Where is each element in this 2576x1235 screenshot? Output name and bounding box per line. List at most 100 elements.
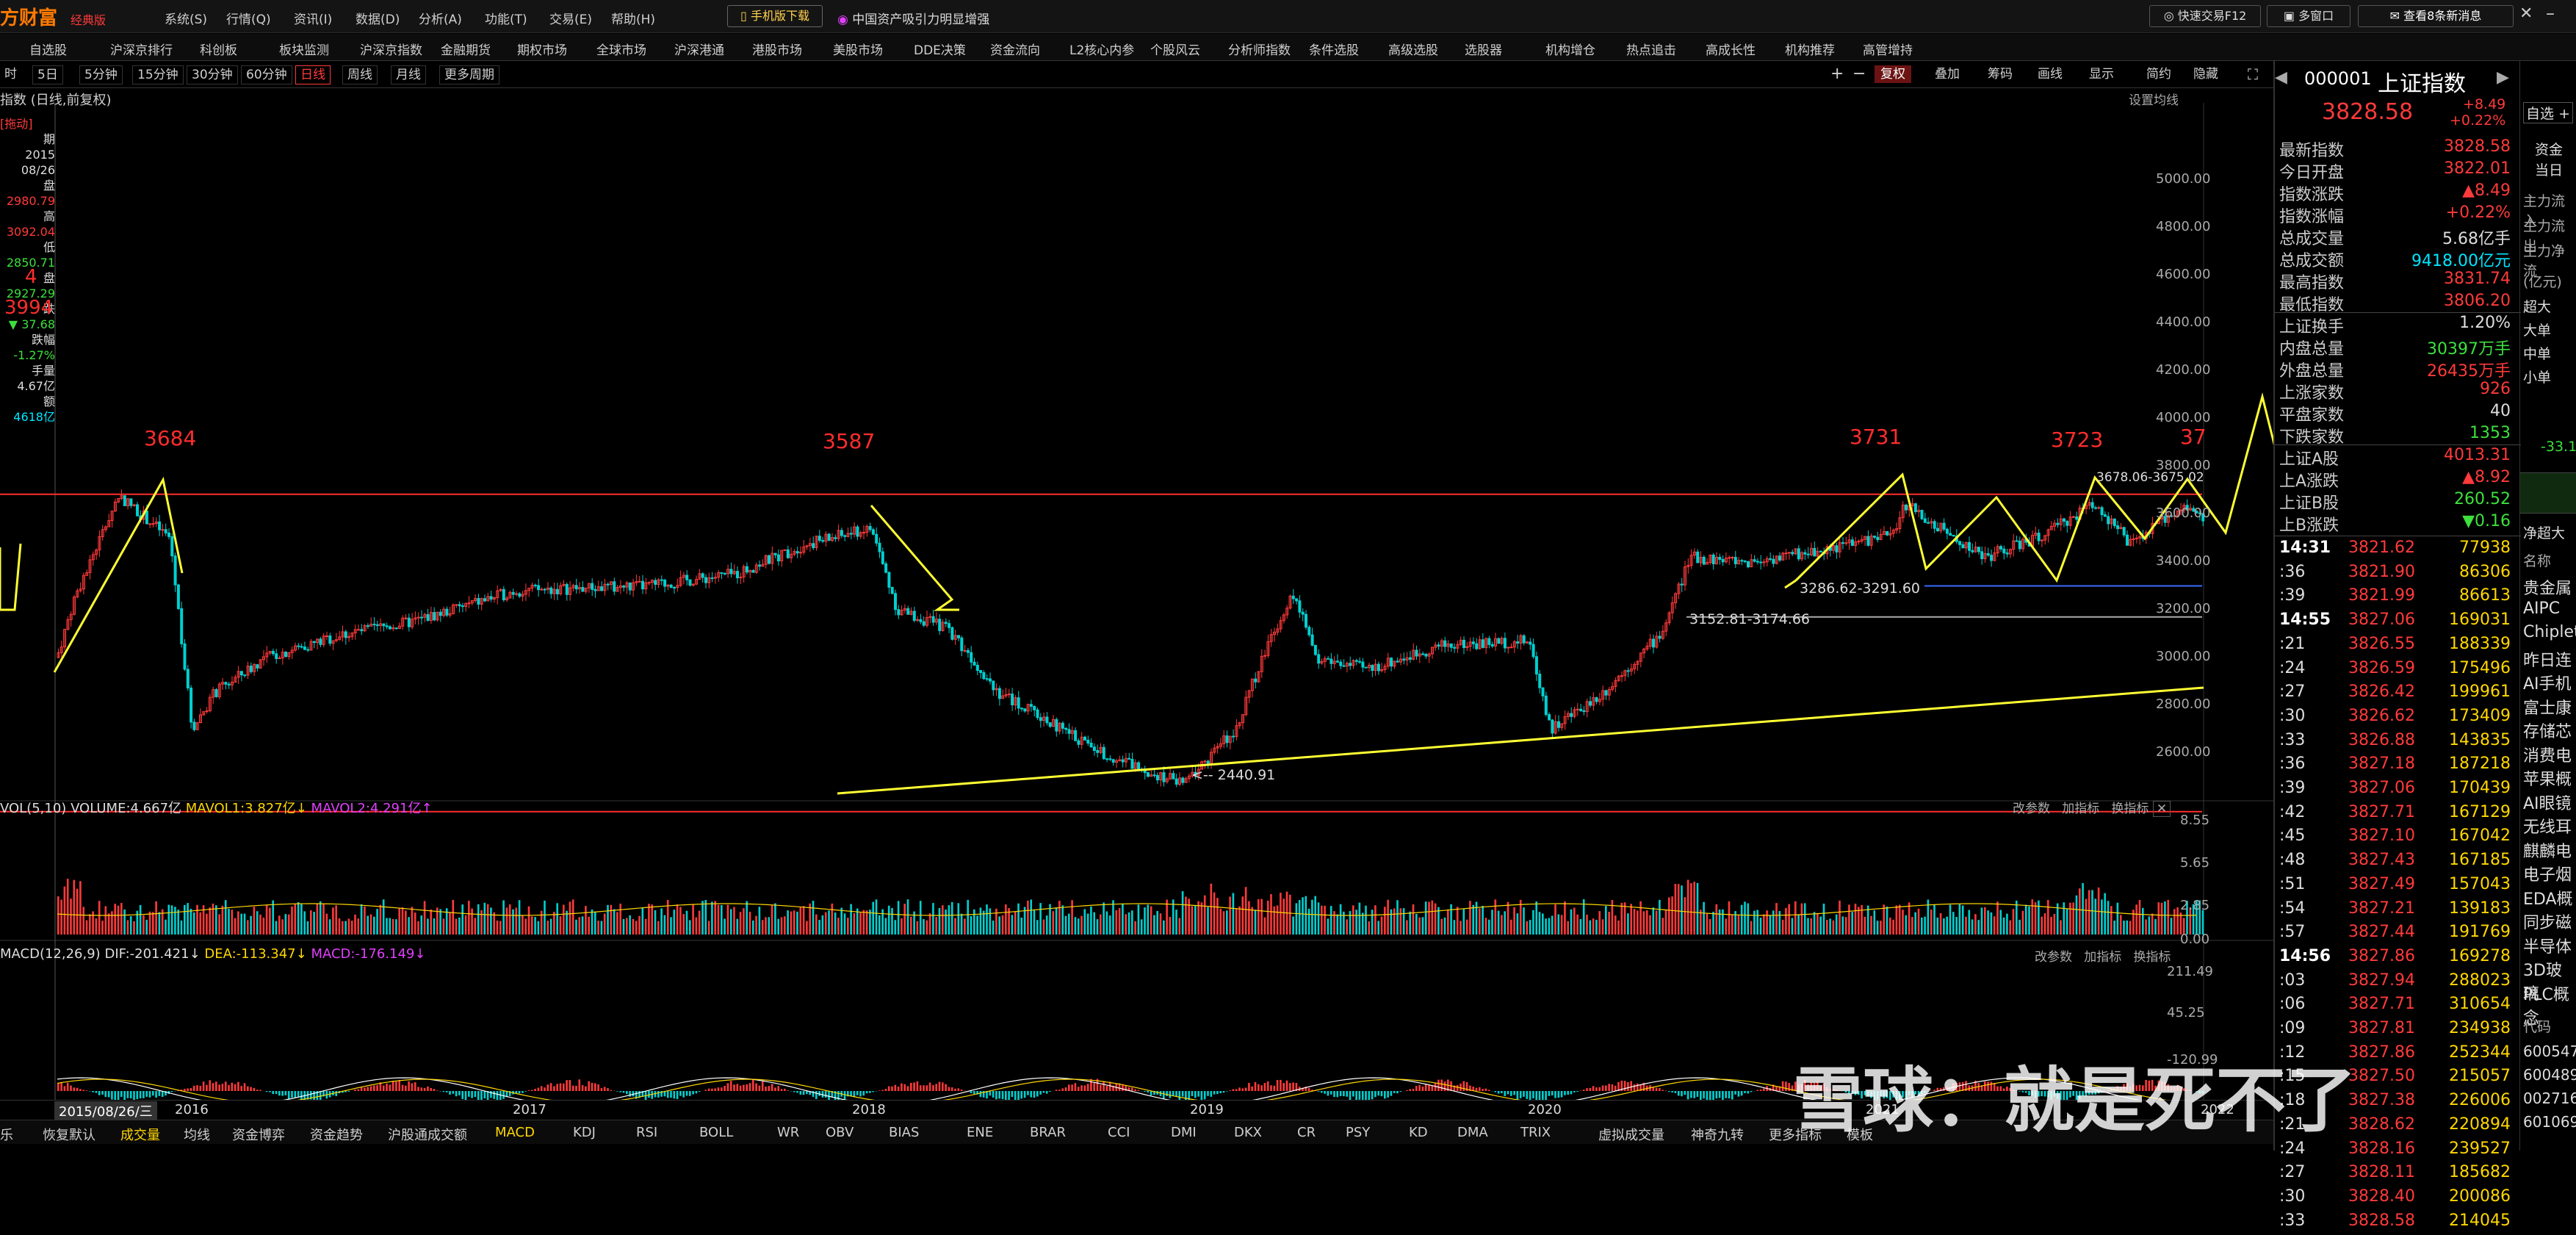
period-timeshare[interactable]: 时 [0,65,21,83]
indicator-tab[interactable]: 资金趋势 [310,1125,363,1144]
indicator-tab[interactable]: 沪股通成交额 [388,1125,467,1144]
indicator-tab[interactable]: BOLL [699,1125,733,1140]
prev-stock-icon[interactable]: ◀ [2275,68,2287,87]
sector-name[interactable]: 同步磁 [2523,910,2572,933]
wave-line[interactable] [0,544,21,610]
nav-item-advanced[interactable]: 高级选股 [1388,40,1438,58]
menu-data[interactable]: 数据(D) [356,9,400,27]
mobile-download-button[interactable]: ▯ 手机版下载 [727,5,823,27]
trend-line[interactable] [837,688,2204,793]
indicator-tab[interactable]: 乐 [0,1125,13,1144]
hide-button[interactable]: 隐藏 [2187,65,2224,83]
nav-item-screener[interactable]: 选股器 [1465,40,1502,58]
sector-name[interactable]: 无线耳 [2523,814,2572,838]
sector-name[interactable]: 消费电 [2523,743,2572,766]
simple-button[interactable]: 简约 [2140,65,2177,83]
nav-item-dde[interactable]: DDE决策 [914,40,966,58]
menu-quote[interactable]: 行情(Q) [226,9,271,27]
nav-item-star-market[interactable]: 科创板 [200,40,237,58]
nav-item-ranking[interactable]: 沪深京排行 [110,40,173,58]
nav-item-global[interactable]: 全球市场 [596,40,646,58]
nav-item-options[interactable]: 期权市场 [517,40,567,58]
indicator-tab[interactable]: ENE [967,1125,993,1140]
period-5min[interactable]: 5分钟 [79,65,123,84]
nav-item-condition[interactable]: 条件选股 [1309,40,1359,58]
tab-today[interactable]: 当日 [2535,159,2563,179]
quick-trade-button[interactable]: ◎ 快速交易F12 [2149,5,2261,27]
sector-name[interactable]: EDA概 [2523,886,2573,910]
indicator-tab[interactable]: PSY [1346,1125,1370,1140]
nav-item-futures[interactable]: 金融期货 [441,40,491,58]
nav-item-us[interactable]: 美股市场 [833,40,883,58]
menu-news[interactable]: 资讯(I) [294,9,332,27]
display-button[interactable]: 显示 [2083,65,2120,83]
nav-item-l2[interactable]: L2核心内参 [1069,40,1134,58]
draw-line-button[interactable]: 画线 [2032,65,2068,83]
sector-name[interactable]: 昨日连 [2523,647,2572,671]
sector-code[interactable]: 600547 [2523,1043,2576,1060]
promo-link[interactable]: ◉ 中国资产吸引力明显增强 [837,9,989,27]
period-weekly[interactable]: 周线 [342,65,378,84]
indicator-tab[interactable]: RSI [636,1125,657,1140]
sector-name[interactable]: 麒麟电 [2523,838,2572,862]
nav-item-exec-buy[interactable]: 高管增持 [1863,40,1913,58]
indicator-tab[interactable]: KDJ [573,1125,596,1140]
nav-item-inst-rec[interactable]: 机构推荐 [1785,40,1835,58]
wave-line[interactable] [54,480,182,672]
nav-item-analyst[interactable]: 分析师指数 [1228,40,1291,58]
next-stock-icon[interactable]: ▶ [2497,68,2509,87]
tab-fund[interactable]: 资金 [2535,139,2563,159]
menu-help[interactable]: 帮助(H) [611,9,655,27]
period-15min[interactable]: 15分钟 [132,65,184,84]
nav-item-fund-flow[interactable]: 资金流向 [990,40,1040,58]
nav-item-growth[interactable]: 高成长性 [1706,40,1756,58]
period-daily[interactable]: 日线 [295,65,331,84]
vol-add-indicator[interactable]: 加指标 [2062,802,2099,816]
chips-button[interactable]: 筹码 [1982,65,2018,83]
menu-function[interactable]: 功能(T) [485,9,527,27]
nav-item-inst-add[interactable]: 机构增仓 [1545,40,1595,58]
indicator-tab[interactable]: OBV [826,1125,854,1140]
indicator-tab[interactable]: 恢复默认 [43,1125,95,1144]
news-button[interactable]: ✉ 查看8条新消息 [2358,5,2514,27]
indicator-tab[interactable]: WR [777,1125,799,1140]
period-monthly[interactable]: 月线 [391,65,426,84]
sector-code[interactable]: 600489 [2523,1066,2576,1084]
macd-add-indicator[interactable]: 加指标 [2084,950,2121,965]
close-news-icon[interactable]: ✕ [2519,4,2533,23]
sector-name[interactable]: AIPC [2523,600,2560,618]
nav-item-sector-monitor[interactable]: 板块监测 [279,40,329,58]
indicator-tab[interactable]: TRIX [1520,1125,1551,1140]
indicator-tab[interactable]: MACD [495,1125,535,1140]
vol-edit-params[interactable]: 改参数 [2013,802,2050,816]
nav-item-watchlist[interactable]: 自选股 [29,40,67,58]
sector-name[interactable]: 富士康 [2523,695,2572,719]
indicator-tab[interactable]: BIAS [889,1125,919,1140]
sector-name[interactable]: 电子烟 [2523,862,2572,885]
add-watchlist-button[interactable]: 自选 + [2523,102,2573,123]
nav-item-hk[interactable]: 港股市场 [752,40,802,58]
menu-system[interactable]: 系统(S) [165,9,207,27]
minimize-icon[interactable]: – [2546,3,2555,24]
period-5day[interactable]: 5日 [32,65,63,84]
sector-name[interactable]: 贵金属 [2523,575,2572,599]
sector-name[interactable]: AI手机 [2523,671,2572,694]
sector-name[interactable]: Chiplet [2523,623,2576,641]
overlay-button[interactable]: 叠加 [1929,65,1966,83]
nav-item-stock-news[interactable]: 个股风云 [1150,40,1200,58]
macd-edit-params[interactable]: 改参数 [2035,950,2072,965]
indicator-tab[interactable]: DKX [1234,1125,1262,1140]
nav-item-index[interactable]: 沪深京指数 [360,40,422,58]
menu-analysis[interactable]: 分析(A) [419,9,462,27]
period-more[interactable]: 更多周期 [439,65,499,84]
wave-line[interactable] [871,505,959,610]
indicator-tab[interactable]: KD [1409,1125,1428,1140]
multi-window-button[interactable]: ▣ 多窗口 [2267,5,2350,27]
drag-label[interactable]: [拖动] [0,116,55,132]
nav-item-hotspot[interactable]: 热点追击 [1626,40,1676,58]
sector-name[interactable]: AI眼镜 [2523,791,2572,814]
indicator-tab[interactable]: 虚拟成交量 [1598,1125,1664,1144]
sector-code[interactable]: 002716 [2523,1090,2576,1107]
adjust-button[interactable]: 复权 [1875,65,1911,83]
indicator-tab[interactable]: CR [1297,1125,1316,1140]
